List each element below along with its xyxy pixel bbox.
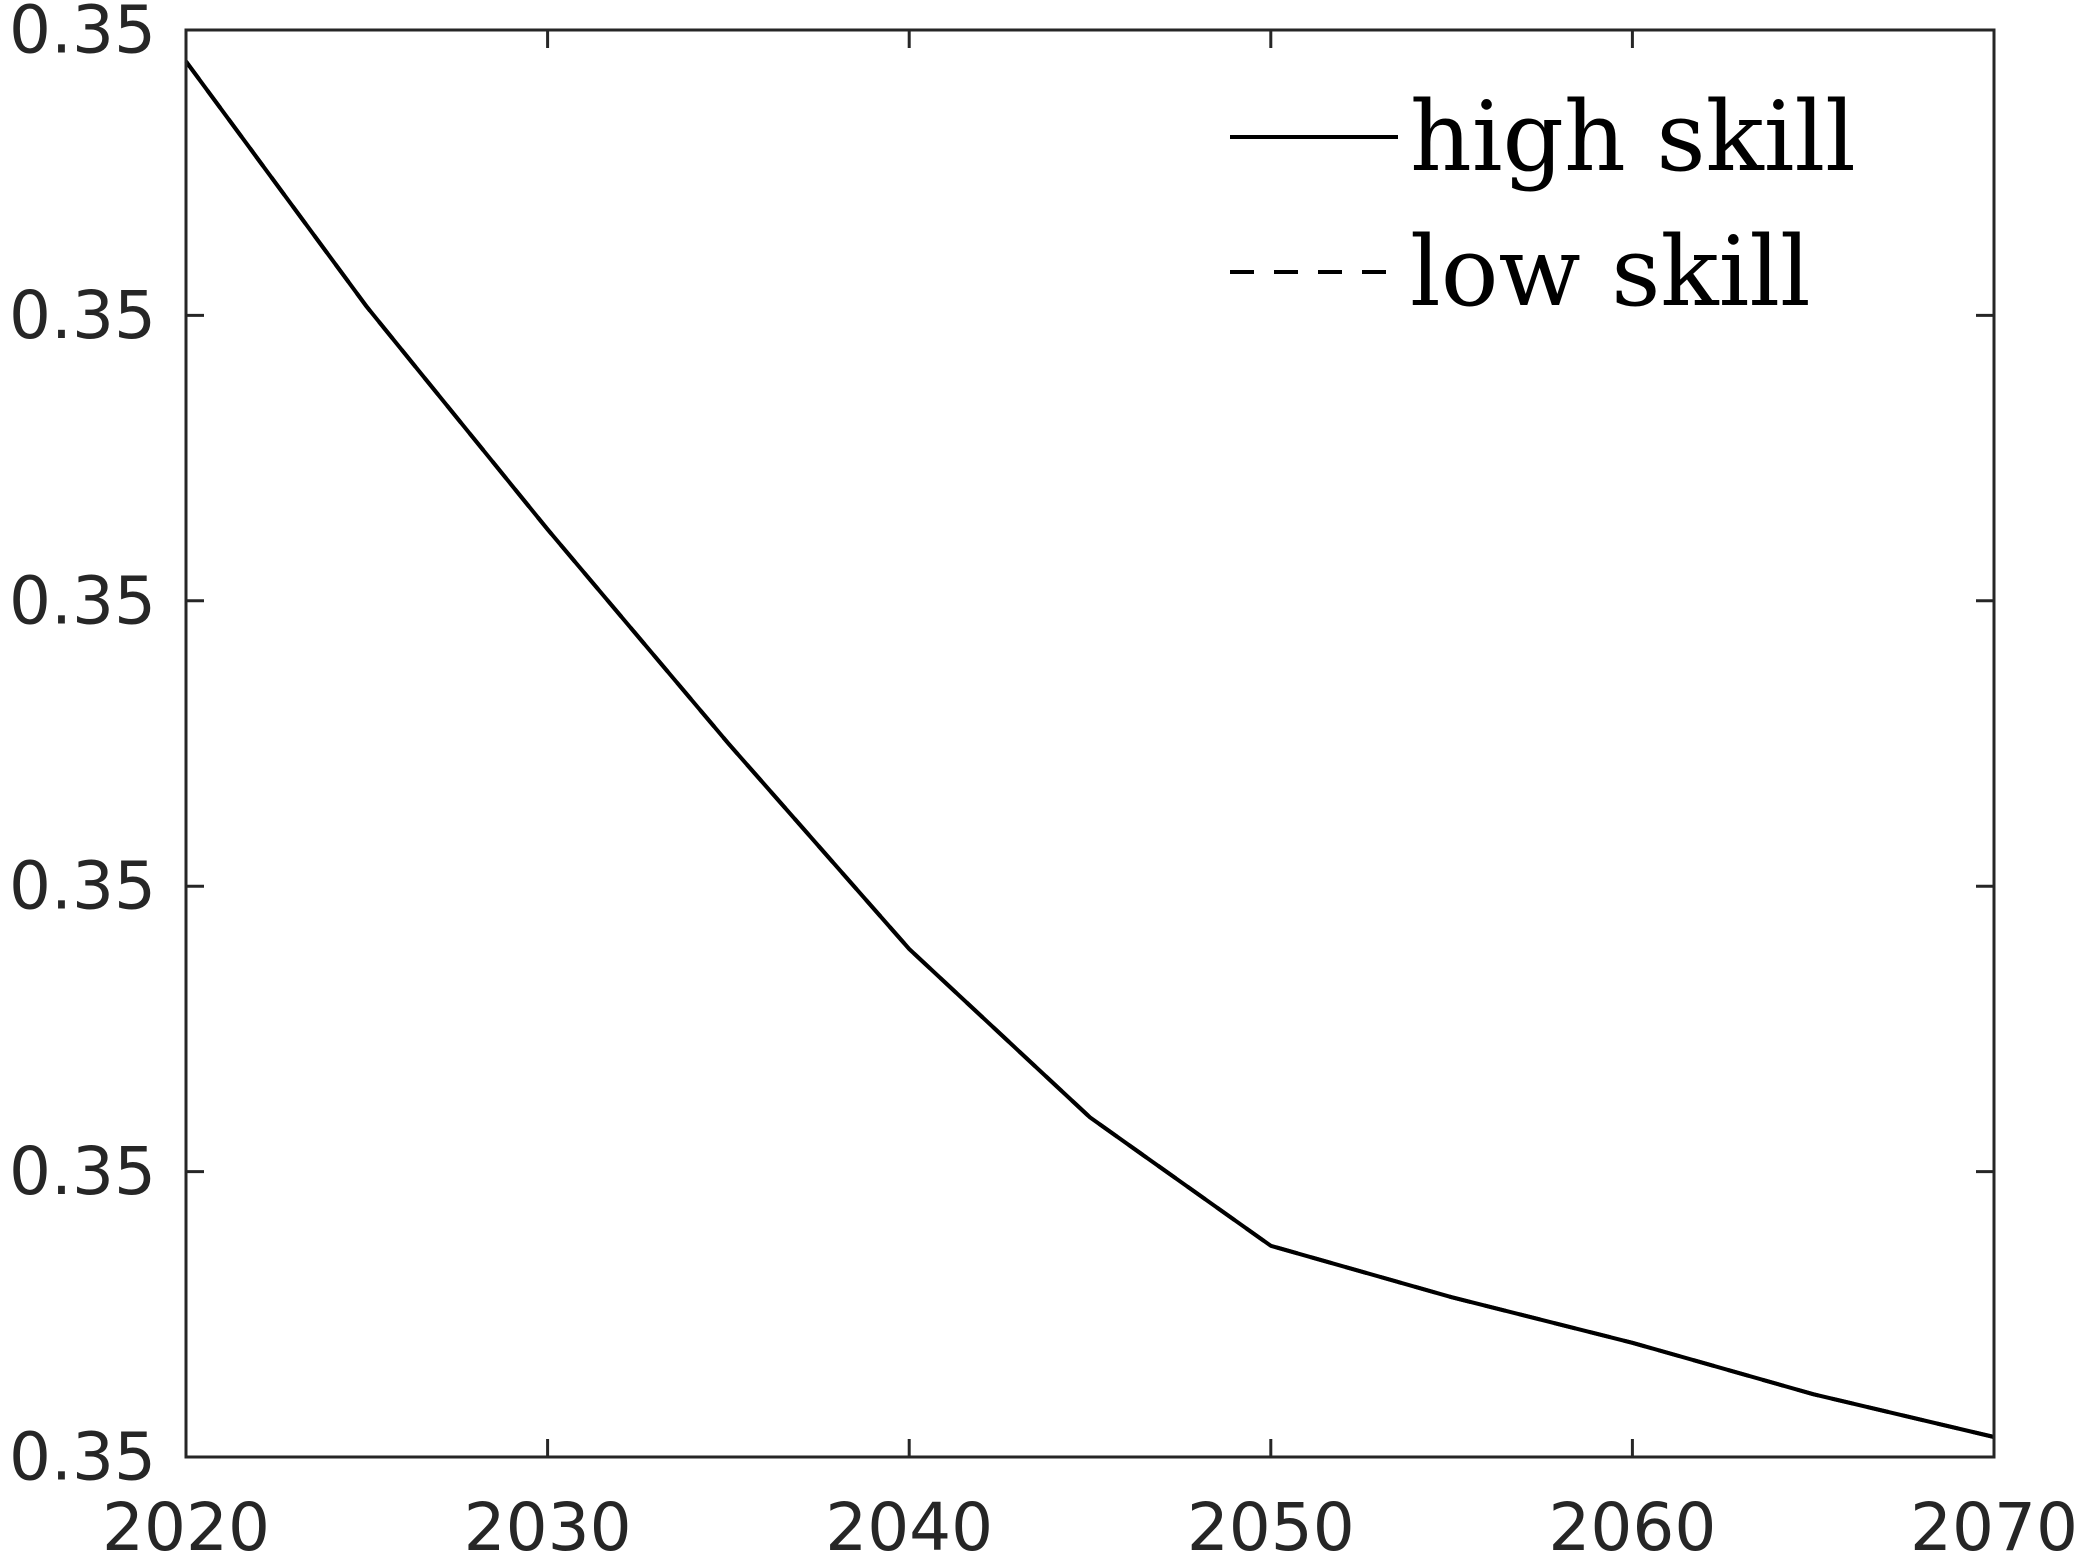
x-tick-label: 2050 <box>1187 1489 1355 1554</box>
x-tick-label: 2040 <box>825 1489 993 1554</box>
x-tick-label: 2060 <box>1548 1489 1716 1554</box>
x-tick-label: 2070 <box>1910 1489 2078 1554</box>
legend-label: high skill <box>1410 81 1856 193</box>
x-tick-label: 2030 <box>464 1489 632 1554</box>
legend: high skill low skill <box>1230 81 1856 328</box>
axis-tick-labels: 2020 2030 2040 2050 2060 2070 0.35 0.35 0.35 0.35… <box>9 0 2078 1554</box>
x-tick-label: 2020 <box>102 1489 270 1554</box>
y-tick-label: 0.35 <box>9 277 156 354</box>
series-line-high-skill <box>184 60 1995 1439</box>
y-tick-label: 0.35 <box>9 1419 156 1496</box>
plot-area-frame <box>184 28 1996 1459</box>
y-tick-label: 0.35 <box>9 1133 156 1210</box>
y-tick-label: 0.35 <box>9 848 156 925</box>
legend-label: low skill <box>1410 216 1811 328</box>
y-tick-label: 0.35 <box>9 562 156 639</box>
series-layer <box>184 60 1995 1439</box>
y-tick-label: 0.35 <box>9 0 156 69</box>
